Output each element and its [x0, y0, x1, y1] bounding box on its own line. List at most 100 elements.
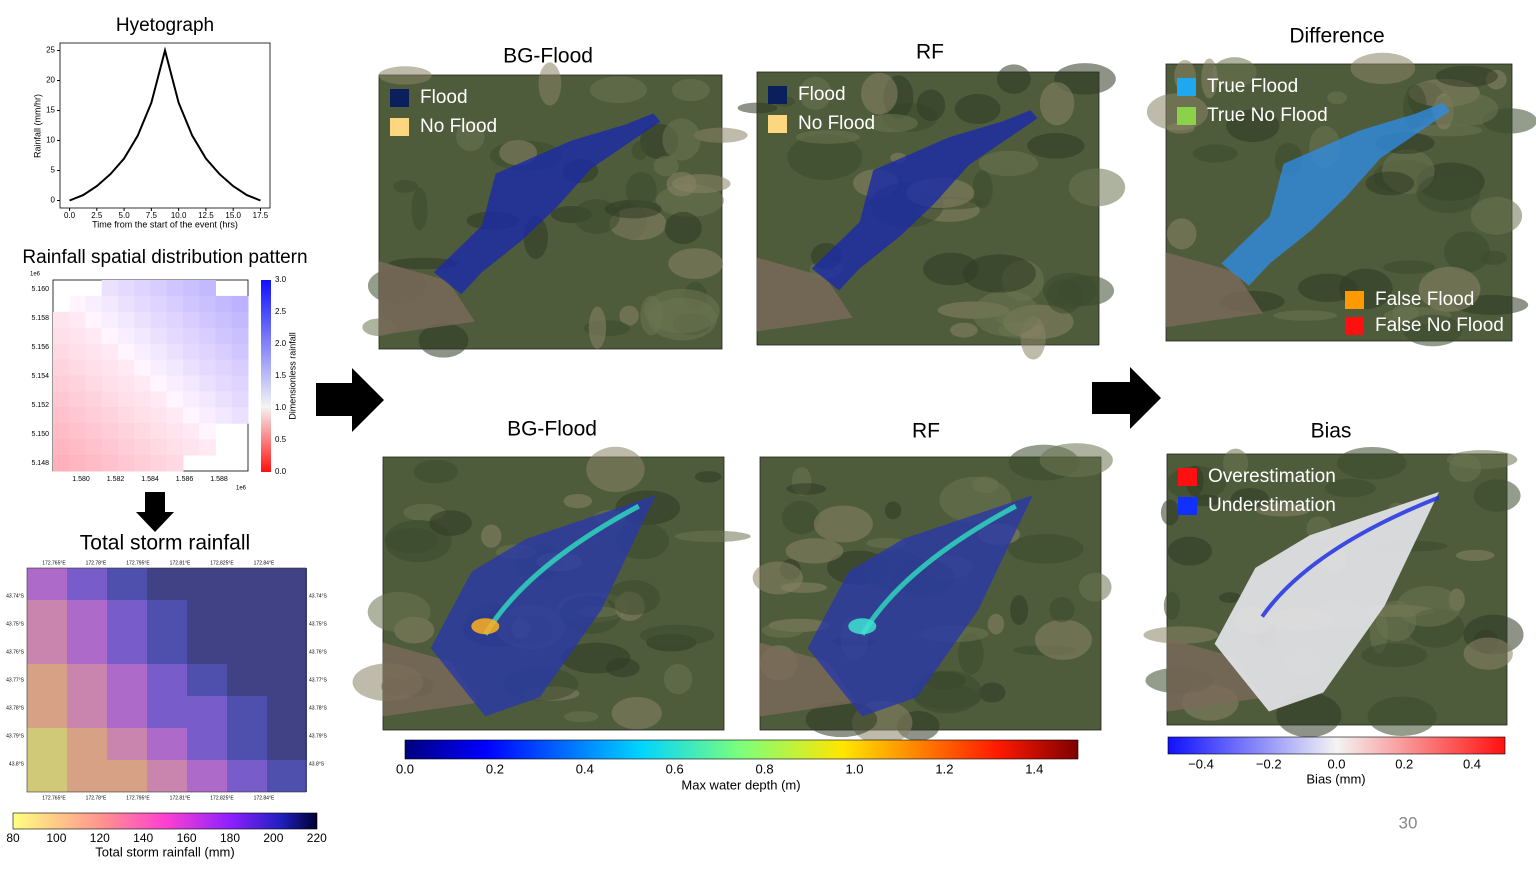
heatmap-cell — [69, 423, 86, 440]
terrain — [1163, 591, 1180, 621]
heatmap-cell — [101, 343, 119, 361]
heatmap-cell — [231, 343, 249, 361]
map-cell — [267, 728, 307, 760]
colorbar-tick-label: −0.2 — [1256, 756, 1282, 771]
terrain — [954, 93, 1001, 124]
heatmap-cell — [85, 407, 103, 424]
heatmap-cell — [101, 295, 119, 313]
map-cell — [27, 728, 67, 760]
y-tick-label: 5.152 — [31, 402, 49, 409]
colorbar-tick-label: 1.5 — [275, 371, 287, 380]
lat-label: 43.77°S — [309, 677, 328, 683]
y-tick-label: 5.154 — [31, 373, 49, 380]
terrain — [694, 471, 722, 483]
flood-extent — [811, 110, 1038, 291]
terrain — [813, 505, 873, 543]
heatmap-cell — [199, 439, 216, 456]
heatmap-cell — [69, 311, 86, 329]
heatmap-cell — [69, 455, 86, 472]
lake — [383, 642, 479, 717]
terrain — [429, 510, 472, 536]
line — [69, 46, 261, 202]
terrain — [664, 211, 702, 245]
terrain — [785, 538, 844, 564]
arrow — [136, 492, 174, 532]
heatmap-cell — [183, 375, 200, 392]
lon-label: 172.825°E — [210, 560, 234, 566]
map-cell — [107, 600, 147, 632]
x-tick-label: 10.0 — [171, 211, 187, 220]
map-cell — [227, 568, 267, 600]
y-tick-label: 5.160 — [31, 286, 49, 293]
heatmap-cell — [166, 359, 184, 376]
terrain — [1166, 218, 1197, 250]
map-panel — [737, 63, 1126, 360]
heatmap-cell — [231, 327, 249, 345]
colorbar-tick-label: 3.0 — [275, 275, 287, 284]
terrain — [1455, 549, 1495, 561]
terrain — [1255, 503, 1311, 517]
lat-label: 43.78°S — [309, 705, 328, 711]
heatmap-cell — [101, 407, 119, 424]
colorbar-tick-label: 120 — [90, 831, 110, 845]
heatmap-cell — [199, 295, 216, 313]
map-cell — [147, 664, 187, 696]
flood-extent — [1214, 491, 1439, 712]
lat-label: 43.76°S — [6, 649, 25, 655]
heatmap-cell — [183, 359, 200, 376]
heatmap-cell — [231, 407, 249, 424]
map-cell — [27, 632, 67, 664]
chart-title: Hyetograph — [116, 15, 214, 36]
legend-swatch — [768, 86, 787, 104]
terrain — [662, 118, 701, 161]
terrain — [1327, 91, 1348, 105]
map-cell — [27, 664, 67, 696]
colorbar-tick-label: 2.5 — [275, 307, 287, 316]
terrain — [1054, 63, 1116, 95]
map-cell — [187, 696, 227, 728]
channel — [860, 503, 1017, 636]
heatmap-cell — [69, 343, 86, 361]
map-cell — [267, 568, 307, 600]
terrain — [1230, 487, 1269, 510]
panel-title: Difference — [1289, 25, 1384, 48]
colorbar-tick-label: 180 — [220, 831, 240, 845]
map-cell — [147, 696, 187, 728]
lat-label: 43.75°S — [309, 621, 328, 627]
colorbar-label: Bias (mm) — [1306, 771, 1365, 786]
terrain — [1201, 58, 1218, 99]
terrain — [1416, 173, 1481, 214]
heatmap-cell — [69, 327, 86, 345]
heatmap-cell — [150, 439, 168, 456]
terrain — [1143, 626, 1219, 644]
map-cell — [267, 760, 307, 792]
map-cell — [227, 728, 267, 760]
heatmap-cell — [215, 343, 233, 361]
y-tick-label: 15 — [46, 106, 55, 115]
heatmap-cell — [199, 311, 216, 329]
heatmap-cell — [53, 407, 70, 424]
heatmap-cell — [85, 375, 103, 392]
map-cell — [227, 664, 267, 696]
heatmap-cell — [69, 391, 86, 408]
terrain — [1365, 171, 1415, 196]
x-tick-label: 5.0 — [119, 211, 131, 220]
heatmap-cell — [199, 280, 216, 297]
heatmap-cell — [69, 439, 86, 456]
map-cell — [147, 728, 187, 760]
lake — [1167, 638, 1263, 712]
heatmap-cell — [150, 455, 168, 472]
terrain — [1039, 443, 1113, 478]
terrain — [1226, 109, 1280, 143]
legend-label: No Flood — [420, 116, 497, 137]
heatmap-cell — [118, 343, 135, 361]
heatmap-cell — [150, 280, 168, 297]
terrain — [795, 130, 860, 144]
colorbar-tick-label: 0.2 — [1395, 756, 1413, 771]
heatmap-cell — [118, 391, 135, 408]
heatmap-cell — [53, 439, 70, 456]
map-cell — [67, 728, 107, 760]
map-panel — [1143, 447, 1524, 738]
heatmap-cell — [199, 391, 216, 408]
heatmap-cell — [231, 359, 249, 376]
